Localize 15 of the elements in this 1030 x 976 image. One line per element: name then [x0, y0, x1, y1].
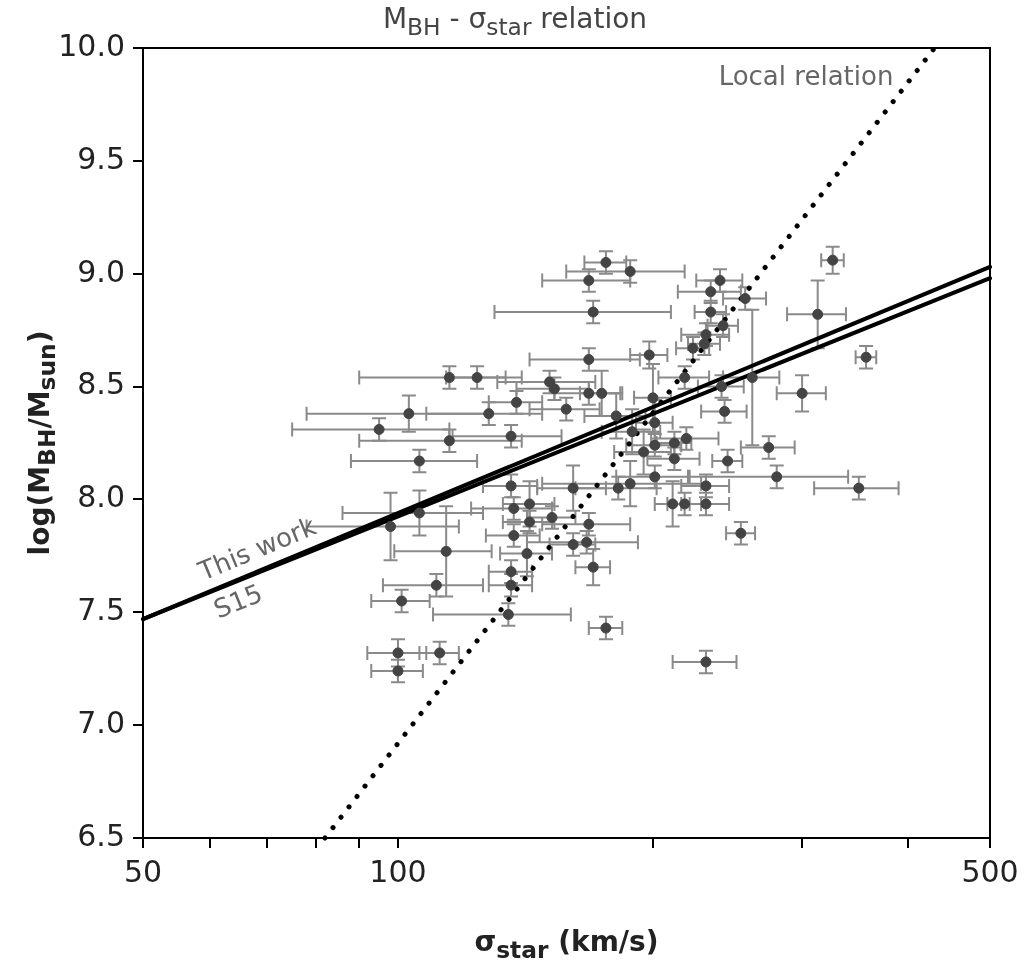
- x-axis-title: σ$_{star}$ (km/s): [473, 925, 660, 964]
- x-tick-label: 50: [123, 853, 163, 889]
- y-tick-label: 10.0: [58, 27, 125, 63]
- series-label: Local relation: [718, 60, 894, 91]
- y-tick-label: 8.5: [77, 366, 125, 402]
- chart-title: M$_{BH}$ - σ$_{star}$ relation: [382, 2, 648, 41]
- y-tick-label: 7.5: [77, 592, 125, 628]
- x-tick-label: 500: [961, 853, 1019, 889]
- x-tick-label: 100: [369, 853, 427, 889]
- y-tick-label: 6.5: [77, 817, 125, 853]
- y-tick-label: 7.0: [77, 704, 125, 740]
- y-tick-label: 9.5: [77, 140, 125, 176]
- text: S15: [209, 577, 267, 625]
- y-tick-label: 9.0: [77, 253, 125, 289]
- y-tick-label: 8.0: [77, 479, 125, 515]
